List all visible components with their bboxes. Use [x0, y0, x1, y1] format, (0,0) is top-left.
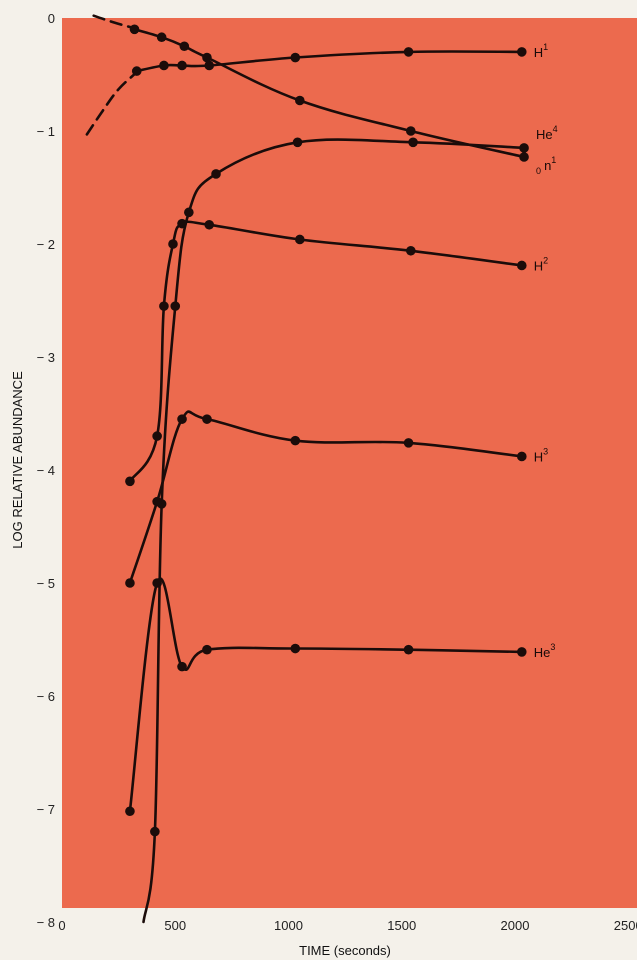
series-n1-point: [179, 41, 190, 52]
series-h2-point: [125, 476, 135, 487]
series-h2-point: [168, 239, 178, 249]
series-h3-point: [516, 451, 527, 462]
series-h3-point: [125, 578, 135, 588]
series-h1-point: [177, 60, 187, 71]
series-h3-point: [290, 435, 301, 446]
series-he3-point: [516, 647, 527, 657]
y-tick-label: − 4: [37, 463, 55, 478]
series-label-h3: H3: [534, 446, 548, 464]
series-h3-point: [202, 414, 212, 424]
series-h3-point: [403, 438, 414, 448]
series-he4-line: [142, 138, 526, 924]
y-tick-label: − 1: [37, 124, 55, 139]
x-tick-label: 1500: [387, 918, 416, 933]
series-h2-point: [516, 260, 527, 271]
series-h2-point: [204, 219, 215, 230]
series-n1-point: [406, 126, 416, 136]
series-labels: H1 0 n1 He4 H2 H3 He3: [534, 42, 558, 660]
series-group: [85, 14, 529, 924]
y-tick-label: 0: [48, 11, 55, 26]
series-he4-point: [211, 169, 221, 179]
y-tick-label: − 8: [37, 915, 55, 930]
x-tick-label: 500: [164, 918, 186, 933]
series-label-he3: He3: [534, 642, 556, 660]
series-he3-point: [290, 643, 301, 654]
series-h3-point: [177, 414, 187, 424]
series-label-h2: H2: [534, 255, 548, 273]
series-n1-point: [156, 32, 167, 43]
series-h2-point: [406, 245, 416, 256]
series-n1-point: [519, 152, 529, 162]
x-axis-title: TIME (seconds): [299, 943, 391, 958]
y-tick-label: − 6: [37, 689, 55, 704]
series-he3-point: [177, 661, 187, 672]
series-h1-point: [290, 52, 301, 63]
series-h2-point: [159, 301, 169, 311]
series-he4-point: [519, 143, 529, 153]
series-he3-point: [152, 578, 162, 588]
series-h1-point: [204, 60, 215, 71]
series-n1-point: [202, 52, 212, 63]
series-he3-point: [202, 644, 212, 655]
series-he3-point: [125, 806, 135, 817]
series-he3-point: [403, 644, 414, 655]
series-n1-point: [295, 95, 305, 106]
axes: 0− 1− 2− 3− 4− 5− 6− 7− 8 0 500 1000 1500 200…: [37, 11, 637, 933]
y-tick-label: − 7: [37, 802, 55, 817]
y-tick-label: − 5: [37, 576, 55, 591]
x-tick-label: 0: [58, 918, 65, 933]
x-tick-label: 1000: [274, 918, 303, 933]
series-h1-point: [516, 47, 527, 57]
x-tick-label: 2000: [501, 918, 530, 933]
series-h1-point: [403, 47, 414, 57]
series-he4-point: [292, 137, 303, 148]
y-tick-label: − 3: [37, 350, 55, 365]
plot-area: [62, 18, 637, 908]
series-h1-dashed-line: [85, 70, 138, 136]
series-label-he4: He4: [536, 124, 558, 142]
series-he4-point: [408, 137, 418, 148]
series-he4-point: [184, 207, 194, 218]
series-n1-point: [129, 24, 140, 35]
series-label-h1: H1: [534, 42, 548, 60]
y-axis-title: LOG RELATIVE ABUNDANCE: [10, 371, 25, 549]
series-he4-point: [170, 301, 181, 311]
series-h2-point: [295, 234, 305, 245]
series-h1-point: [159, 60, 169, 71]
series-label-n1: 0 n1: [536, 155, 556, 176]
series-h2-point: [177, 218, 187, 229]
series-he4-point: [150, 826, 160, 837]
series-n1-dashed-line: [92, 14, 136, 30]
series-h2-point: [152, 431, 162, 441]
series-h1-point: [131, 66, 142, 76]
series-h3-point: [152, 496, 162, 507]
y-tick-label: − 2: [37, 237, 55, 252]
x-tick-label: 2500: [614, 918, 637, 933]
